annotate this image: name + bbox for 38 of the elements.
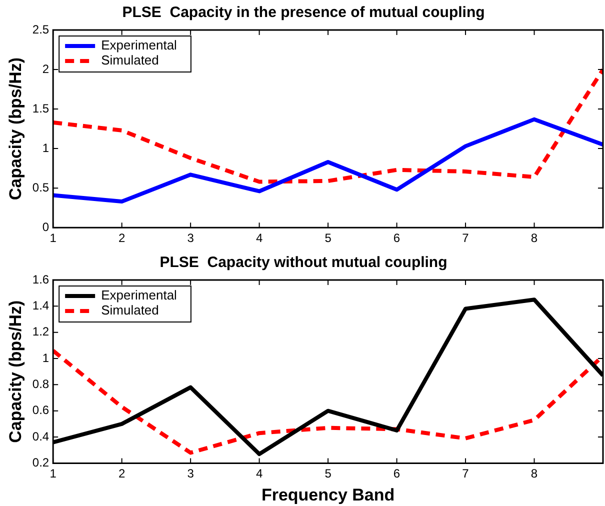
- x-tick-label: 4: [256, 231, 263, 246]
- x-tick-label: 6: [393, 466, 400, 481]
- chart-title: PLSE Capacity in the presence of mutual coupling: [122, 4, 485, 22]
- x-tick-label: 6: [393, 231, 400, 246]
- y-tick-label: 1.6: [32, 272, 50, 286]
- x-tick-label: 7: [462, 231, 470, 246]
- y-axis-title: Capacity (bps/Hz): [6, 300, 25, 443]
- x-tick-label: 5: [324, 466, 332, 481]
- x-tick-label: 2: [118, 466, 126, 481]
- legend-label: Simulated: [101, 302, 159, 318]
- legend-label: Simulated: [101, 52, 159, 68]
- y-tick-label: 0.4: [32, 429, 50, 444]
- line-series: [53, 68, 603, 184]
- y-tick-label: 0.6: [32, 403, 50, 418]
- legend-label: Experimental: [101, 38, 178, 53]
- y-tick-label: 0.2: [32, 456, 50, 470]
- y-tick-label: 1: [42, 350, 50, 365]
- x-tick-label: 3: [187, 466, 194, 481]
- x-tick-label: 8: [530, 231, 538, 246]
- x-tick-label: 5: [324, 231, 332, 246]
- x-tick-label: 7: [462, 466, 470, 481]
- y-tick-label: 1: [42, 140, 50, 155]
- y-tick-label: 0.8: [32, 377, 50, 391]
- y-axis-title: Capacity (bps/Hz): [6, 57, 25, 200]
- legend-label: Experimental: [101, 288, 178, 303]
- y-tick-label: 2.5: [32, 22, 50, 36]
- x-tick-label: 3: [187, 231, 194, 246]
- x-tick-label: 8: [530, 466, 538, 481]
- y-tick-label: 1.4: [32, 298, 50, 312]
- chart-title: PLSE Capacity without mutual coupling: [160, 254, 448, 272]
- y-tick-label: 0: [42, 220, 50, 234]
- x-tick-label: 4: [256, 466, 263, 481]
- y-tick-label: 2: [42, 62, 50, 76]
- y-tick-label: 0.5: [32, 180, 50, 194]
- y-tick-label: 1.5: [32, 101, 50, 116]
- x-axis-title: Frequency Band: [261, 485, 395, 504]
- y-tick-label: 1.2: [32, 324, 50, 339]
- x-tick-label: 2: [118, 231, 126, 246]
